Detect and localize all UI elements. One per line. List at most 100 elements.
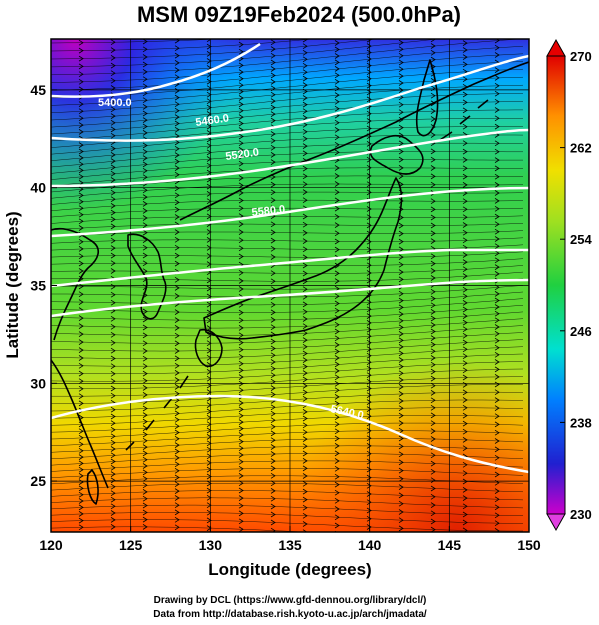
streamline — [51, 445, 524, 460]
coast-taiwan — [86, 469, 99, 505]
coast-hokkaido — [369, 134, 424, 175]
streamline — [51, 298, 524, 313]
x-axis-label: Longitude (degrees) — [208, 560, 371, 579]
streamline — [51, 519, 523, 532]
colorbar-tick-label: 246 — [570, 324, 592, 339]
streamline — [51, 175, 523, 193]
colorbar-top-triangle — [546, 38, 566, 57]
streamline — [51, 490, 524, 501]
colorbar-tick-label: 270 — [570, 49, 592, 64]
colorbar-bottom-triangle — [546, 513, 566, 532]
streamline — [51, 368, 524, 390]
streamline — [51, 332, 524, 352]
x-tick-label: 135 — [278, 537, 302, 553]
streamline — [51, 183, 523, 199]
coast-honshu — [203, 177, 403, 340]
y-tick-label: 40 — [30, 180, 46, 196]
contour-label: 5460.0 — [195, 112, 230, 129]
colorbar-body — [546, 55, 566, 515]
streamline — [51, 223, 524, 231]
streamline — [51, 325, 524, 344]
y-tick-label: 25 — [30, 473, 46, 489]
streamline — [51, 512, 523, 524]
streamline — [51, 475, 524, 485]
streamline — [51, 482, 524, 493]
x-tick-label: 130 — [199, 537, 223, 553]
streamline — [51, 376, 523, 397]
streamline — [51, 39, 524, 76]
contour-labels: 5400.0 5460.0 5520.0 5580.0 5640.0 — [98, 97, 365, 422]
streamline — [51, 460, 524, 472]
streamline — [51, 407, 524, 426]
streamline — [51, 151, 523, 174]
contour-5520 — [51, 128, 529, 188]
streamline — [51, 415, 524, 433]
x-tick-label: 145 — [438, 537, 462, 553]
streamline — [51, 39, 441, 68]
streamline — [51, 311, 524, 329]
contour-5760 — [51, 394, 529, 474]
streamline — [51, 142, 524, 168]
streamline — [51, 399, 524, 419]
x-tick-label: 140 — [358, 537, 382, 553]
streamline — [51, 430, 524, 446]
colorbar-ticks: 270 262 254 246 238 230 — [560, 49, 592, 522]
contours — [51, 42, 529, 474]
streamline — [51, 251, 524, 258]
streamline — [51, 244, 524, 251]
coast-sakhalin — [415, 59, 439, 137]
colorbar-tick-label: 238 — [570, 415, 592, 430]
streamline — [51, 339, 524, 359]
streamline — [51, 258, 524, 266]
coastlines — [51, 59, 529, 505]
coast-kurils — [439, 99, 489, 141]
x-tick-label: 125 — [119, 537, 143, 553]
streamline — [51, 353, 524, 375]
x-tick-label: 150 — [517, 537, 541, 553]
coast-korea — [127, 233, 167, 320]
streamline — [51, 109, 523, 142]
streamline — [51, 346, 524, 367]
streamline — [51, 230, 524, 237]
streamline — [51, 39, 379, 60]
y-tick-label: 35 — [30, 278, 46, 294]
streamline — [51, 305, 524, 321]
streamline — [51, 278, 524, 290]
contour-label: 5400.0 — [98, 97, 132, 109]
plot-area: 5400.0 5460.0 5520.0 5580.0 5640.0 — [51, 39, 529, 532]
chart-title: MSM 09Z19Feb2024 (500.0hPa) — [137, 2, 461, 27]
streamline — [51, 45, 524, 83]
streamline — [51, 126, 524, 155]
wind-vectors — [51, 39, 524, 532]
colorbar-tick-label: 230 — [570, 507, 592, 522]
y-tick-label: 30 — [30, 375, 46, 391]
streamline — [51, 497, 524, 509]
streamline — [51, 438, 524, 453]
streamline — [51, 453, 524, 466]
streamline — [51, 526, 309, 532]
colorbar-tick-label: 254 — [570, 232, 592, 247]
y-tick-label: 45 — [30, 82, 46, 98]
arrowheads — [78, 39, 500, 532]
streamline — [51, 207, 524, 218]
streamline — [51, 53, 524, 91]
streamline — [51, 265, 524, 274]
streamline — [51, 101, 524, 135]
streamline — [51, 68, 524, 106]
coast-kyushu — [194, 328, 223, 368]
credit-data: Data from http://database.rish.kyoto-u.a… — [153, 609, 427, 620]
y-axis: 25 30 35 40 45 — [30, 82, 57, 489]
contour-5400 — [51, 42, 261, 98]
contour-5460 — [51, 54, 529, 142]
streamline — [51, 422, 524, 440]
streamline — [51, 199, 524, 211]
y-axis-label: Latitude (degrees) — [3, 211, 22, 358]
streamline — [51, 134, 524, 161]
colorbar-tick-label: 262 — [570, 141, 592, 156]
colorbar: 270 262 254 246 238 230 — [546, 38, 592, 532]
contour-5640 — [51, 248, 529, 288]
streamline — [51, 291, 524, 306]
streamline — [51, 61, 524, 99]
streamline — [51, 93, 524, 128]
streamline — [51, 39, 221, 44]
